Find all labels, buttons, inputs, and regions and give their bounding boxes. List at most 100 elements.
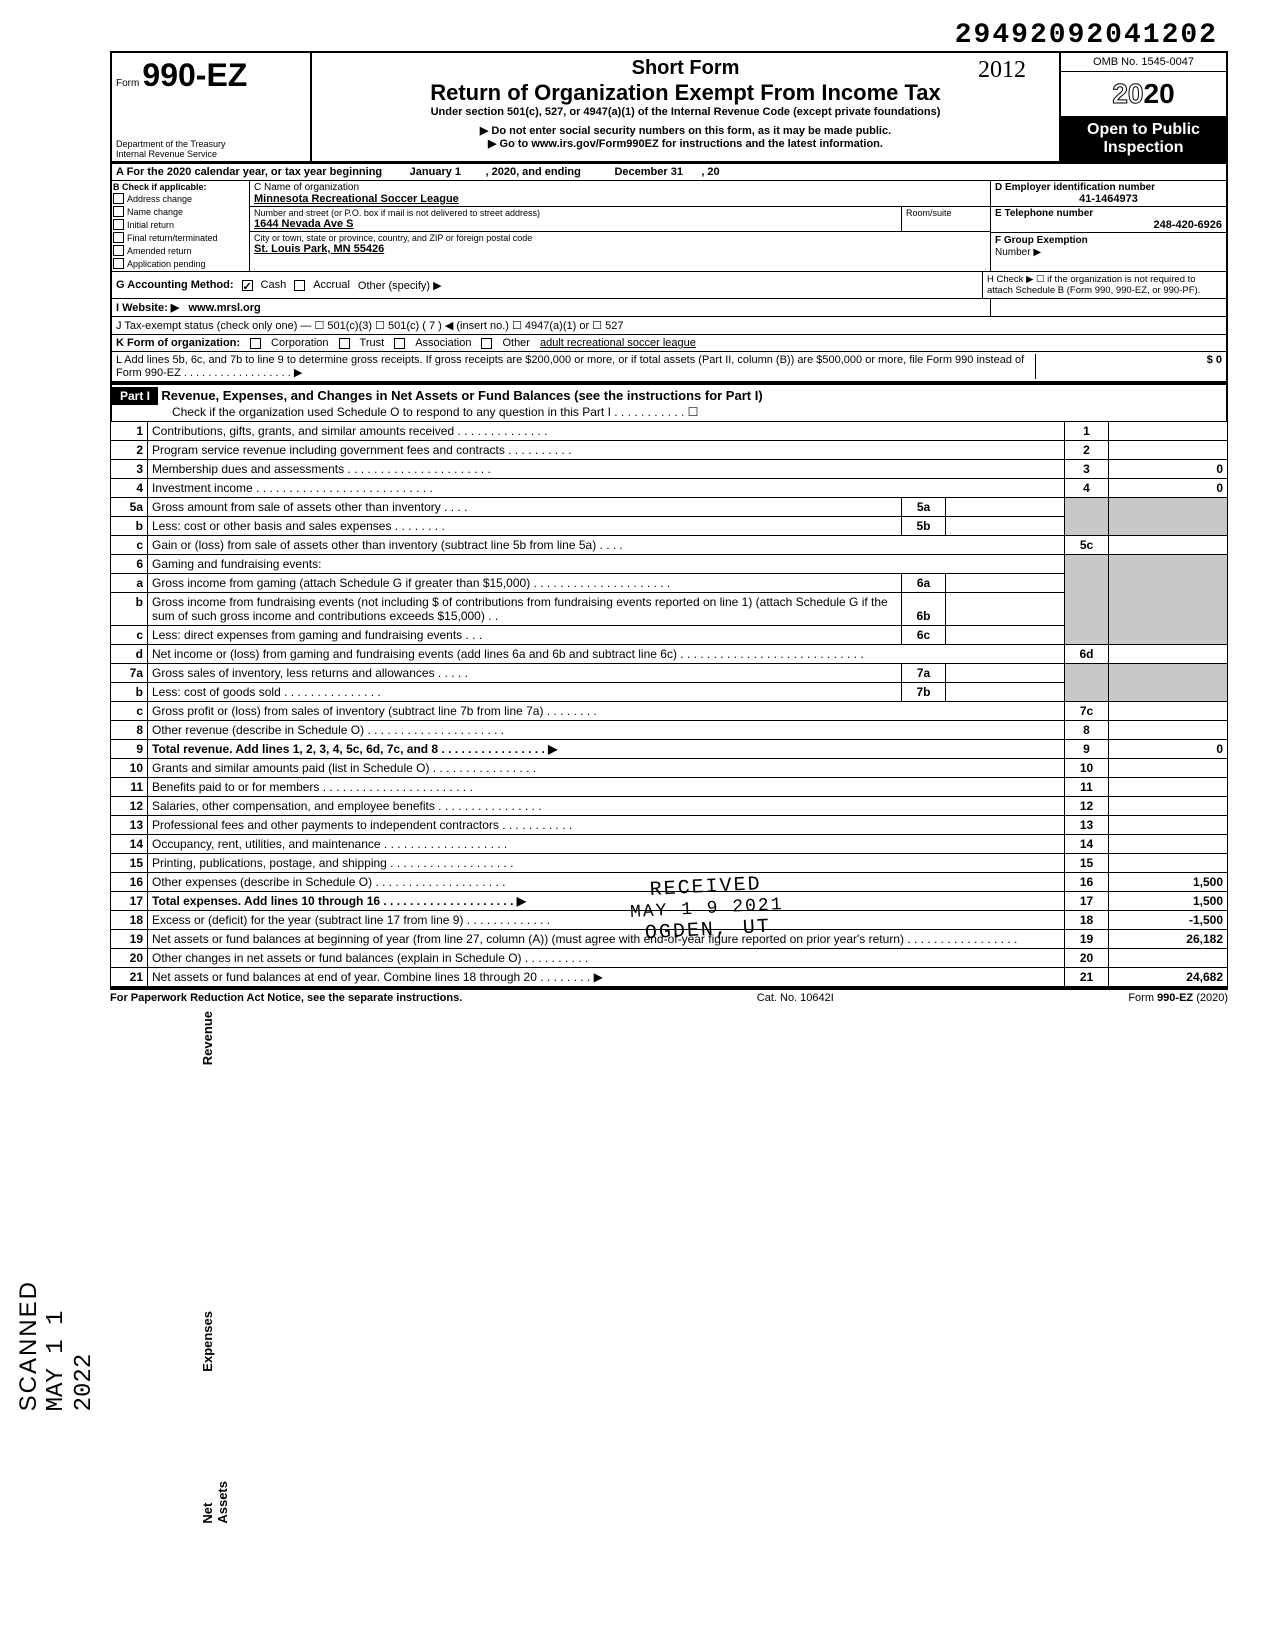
city: St. Louis Park, MN 55426 (254, 243, 986, 255)
chk-amended[interactable]: Amended return (113, 244, 248, 257)
chk-final[interactable]: Final return/terminated (113, 231, 248, 244)
open-label: Open to Public (1065, 121, 1222, 139)
dept-treasury: Department of the Treasury Internal Reve… (116, 139, 226, 159)
part1-title: Revenue, Expenses, and Changes in Net As… (161, 388, 762, 403)
line-6d: dNet income or (loss) from gaming and fu… (111, 645, 1228, 664)
side-netassets: Net Assets (200, 1481, 230, 1524)
footer-right: Form 990-EZ (2020) (1128, 992, 1228, 1004)
line-1: 1Contributions, gifts, grants, and simil… (111, 422, 1228, 441)
chk-name[interactable]: Name change (113, 205, 248, 218)
phone: 248-420-6926 (995, 219, 1222, 231)
ein: 41-1464973 (995, 193, 1222, 205)
header-right: OMB No. 1545-0047 2020 Open to Public In… (1061, 53, 1226, 161)
website: www.mrsl.org (188, 302, 260, 314)
form-number: 990-EZ (142, 57, 247, 93)
b-opt-1: Name change (127, 207, 183, 217)
received-stamp: RECEIVED MAY 1 9 2021 OGDEN, UT (628, 872, 785, 946)
row-gh: G Accounting Method: Cash Accrual Other … (110, 271, 1228, 298)
open-inspection: Open to Public Inspection (1061, 117, 1226, 161)
omb-number: OMB No. 1545-0047 (1061, 53, 1226, 72)
header-mid: Short Form Return of Organization Exempt… (312, 53, 1061, 161)
l-text: L Add lines 5b, 6c, and 7b to line 9 to … (116, 354, 1035, 379)
under-section: Under section 501(c), 527, or 4947(a)(1)… (316, 106, 1055, 118)
part1-badge: Part I (112, 387, 158, 405)
row-a: A For the 2020 calendar year, or tax yea… (110, 163, 1228, 180)
chk-accrual[interactable] (294, 280, 305, 291)
chk-address[interactable]: Address change (113, 192, 248, 205)
line-12: 12Salaries, other compensation, and empl… (111, 797, 1228, 816)
g-cash: Cash (261, 279, 287, 291)
k-trust: Trust (360, 337, 385, 349)
row-a-end: December 31 (614, 166, 683, 178)
section-g: G Accounting Method: Cash Accrual Other … (112, 272, 983, 298)
line-14: 14Occupancy, rent, utilities, and mainte… (111, 835, 1228, 854)
b-title: B Check if applicable: (113, 182, 248, 192)
d-label: D Employer identification number (995, 182, 1222, 193)
scanned-date: MAY 1 1 2022 (43, 1311, 98, 1412)
line-8: 8Other revenue (describe in Schedule O) … (111, 721, 1228, 740)
side-revenue: Revenue (200, 1011, 215, 1065)
g-other: Other (specify) ▶ (358, 279, 442, 292)
line-5b: bLess: cost or other basis and sales exp… (111, 517, 1228, 536)
line-7a: 7aGross sales of inventory, less returns… (111, 664, 1228, 683)
form-header: Form 990-EZ Department of the Treasury I… (110, 51, 1228, 163)
line-11: 11Benefits paid to or for members . . . … (111, 778, 1228, 797)
dept-line1: Department of the Treasury (116, 139, 226, 149)
g-accrual: Accrual (313, 279, 350, 291)
row-k: K Form of organization: Corporation Trus… (110, 334, 1228, 351)
chk-pending[interactable]: Application pending (113, 257, 248, 270)
line-5a: 5aGross amount from sale of assets other… (111, 498, 1228, 517)
room-suite: Room/suite (901, 207, 990, 231)
k-label: K Form of organization: (116, 337, 240, 349)
b-opt-4: Amended return (127, 246, 192, 256)
section-def: D Employer identification number 41-1464… (990, 181, 1226, 271)
doc-control-number: 29492092041202 (110, 10, 1228, 51)
l-val: $ 0 (1035, 354, 1222, 379)
line-6b: bGross income from fundraising events (n… (111, 593, 1228, 626)
g-label: G Accounting Method: (116, 279, 234, 291)
row-i: I Website: ▶ www.mrsl.org (110, 298, 1228, 316)
line-6a: aGross income from gaming (attach Schedu… (111, 574, 1228, 593)
k-other: Other (502, 337, 530, 349)
chk-cash[interactable] (242, 280, 253, 291)
city-label: City or town, state or province, country… (254, 233, 986, 243)
return-title: Return of Organization Exempt From Incom… (316, 80, 1055, 106)
inspection-label: Inspection (1065, 139, 1222, 157)
tax-year: 2020 (1061, 72, 1226, 117)
short-form-title: Short Form (316, 57, 1055, 80)
line-21: 21Net assets or fund balances at end of … (111, 968, 1228, 988)
b-opt-0: Address change (127, 194, 192, 204)
k-assoc: Association (415, 337, 471, 349)
chk-other[interactable] (481, 338, 492, 349)
chk-trust[interactable] (339, 338, 350, 349)
line-4: 4Investment income . . . . . . . . . . .… (111, 479, 1228, 498)
k-other-val: adult recreational soccer league (540, 337, 696, 349)
chk-initial[interactable]: Initial return (113, 218, 248, 231)
chk-assoc[interactable] (394, 338, 405, 349)
line-9: 9Total revenue. Add lines 1, 2, 3, 4, 5c… (111, 740, 1228, 759)
footer-left: For Paperwork Reduction Act Notice, see … (110, 992, 462, 1004)
ssn-note: ▶ Do not enter social security numbers o… (316, 124, 1055, 137)
line-5c: cGain or (loss) from sale of assets othe… (111, 536, 1228, 555)
b-opt-3: Final return/terminated (127, 233, 218, 243)
row-j: J Tax-exempt status (check only one) — ☐… (110, 316, 1228, 334)
form-prefix: Form (116, 78, 139, 89)
row-a-begin: January 1 (410, 166, 461, 178)
header-left: Form 990-EZ Department of the Treasury I… (112, 53, 312, 161)
row-a-mid: , 2020, and ending (485, 166, 580, 178)
k-corp: Corporation (271, 337, 328, 349)
chk-corp[interactable] (250, 338, 261, 349)
dept-line2: Internal Revenue Service (116, 149, 226, 159)
i-label: I Website: ▶ (116, 302, 179, 314)
c-label: C Name of organization (254, 182, 986, 193)
line-6: 6Gaming and fundraising events: (111, 555, 1228, 574)
row-l: L Add lines 5b, 6c, and 7b to line 9 to … (110, 351, 1228, 383)
part1-sub: Check if the organization used Schedule … (112, 405, 698, 419)
f-label: F Group Exemption (995, 235, 1088, 246)
row-a-left: A For the 2020 calendar year, or tax yea… (116, 166, 382, 178)
line-3: 3Membership dues and assessments . . . .… (111, 460, 1228, 479)
scanned-text: SCANNED (15, 1280, 42, 1411)
info-block: B Check if applicable: Address change Na… (110, 180, 1228, 271)
b-opt-5: Application pending (127, 259, 206, 269)
org-name: Minnesota Recreational Soccer League (254, 193, 986, 205)
